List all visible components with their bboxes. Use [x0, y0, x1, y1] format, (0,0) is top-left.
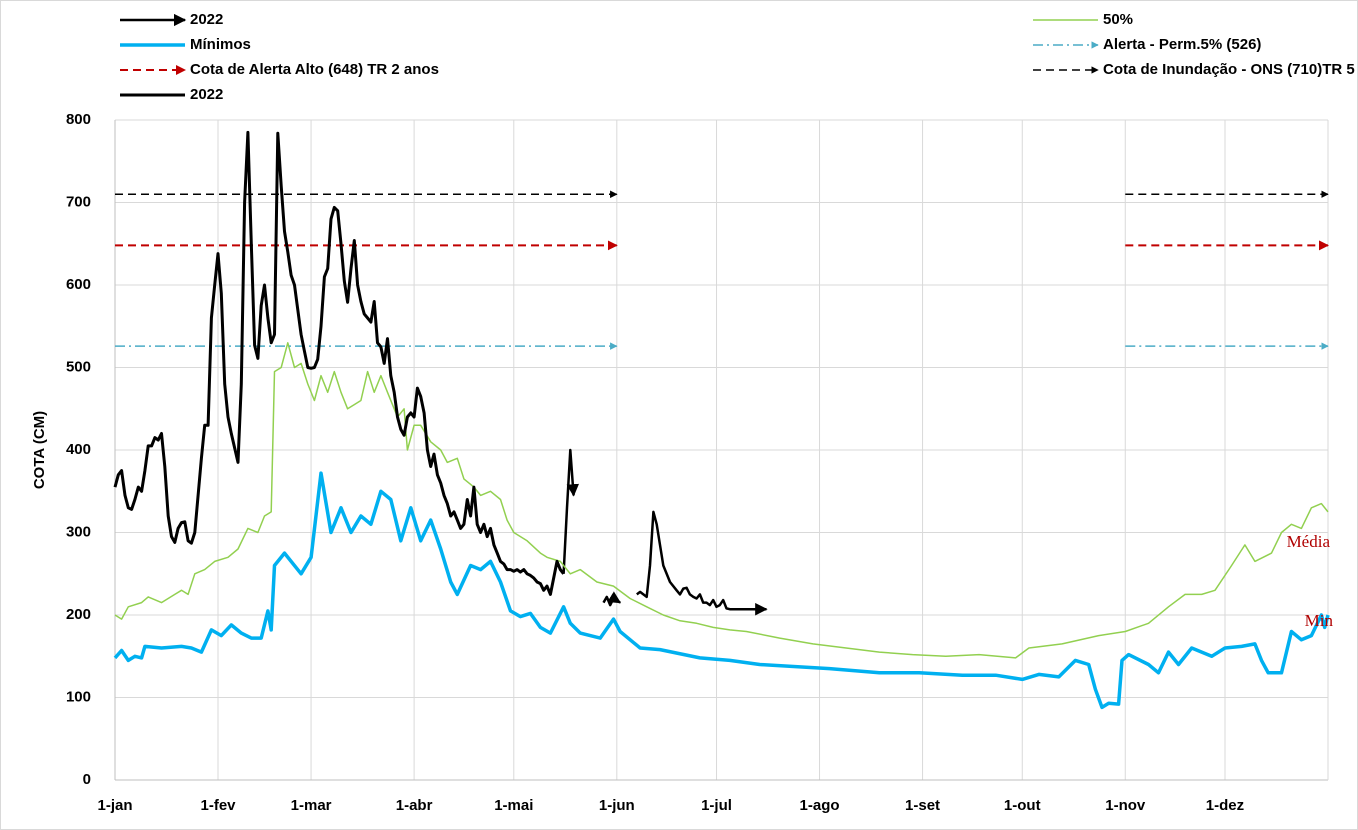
y-tick-label: 500	[66, 358, 91, 375]
y-tick-label: 700	[66, 193, 91, 210]
data-line	[113, 471, 1330, 710]
y-tick-label: 600	[66, 276, 91, 293]
legend-label: 50%	[1103, 11, 1133, 28]
series	[113, 130, 565, 596]
y-axis-label: COTA (CM)	[31, 411, 48, 489]
y-tick-label: 400	[66, 441, 91, 458]
x-tick-label: 1-fev	[201, 797, 237, 814]
y-tick-label: 200	[66, 606, 91, 623]
data-line	[602, 591, 622, 607]
legend-label: 2022	[190, 86, 223, 103]
x-tick-label: 1-mar	[291, 797, 332, 814]
x-tick-label: 1-dez	[1206, 797, 1244, 814]
x-tick-label: 1-nov	[1105, 797, 1146, 814]
x-tick-label: 1-jun	[599, 797, 635, 814]
x-tick-label: 1-set	[905, 797, 940, 814]
legend-label: Mínimos	[190, 36, 251, 53]
x-tick-label: 1-mai	[494, 797, 533, 814]
x-tick-label: 1-ago	[800, 797, 840, 814]
data-line	[114, 342, 1329, 659]
x-tick-label: 1-jul	[701, 797, 732, 814]
y-tick-label: 0	[83, 771, 91, 788]
legend-label: Alerta - Perm.5% (526)	[1103, 36, 1261, 53]
series	[562, 448, 768, 616]
x-tick-label: 1-out	[1004, 797, 1041, 814]
data-line	[113, 130, 565, 596]
x-tick-label: 1-jan	[97, 797, 132, 814]
annotation: Min	[1305, 611, 1334, 630]
data-line	[636, 510, 768, 616]
y-tick-label: 300	[66, 523, 91, 540]
y-tick-label: 100	[66, 688, 91, 705]
annotation: Média	[1287, 532, 1331, 551]
legend-label: Cota de Alerta Alto (648) TR 2 anos	[190, 61, 439, 78]
series	[113, 471, 1330, 710]
legend-label: Cota de Inundação - ONS (710)TR 5 anos	[1103, 61, 1358, 78]
legend-label: 2022	[190, 11, 223, 28]
series	[114, 342, 1329, 659]
data-line	[562, 448, 580, 574]
y-tick-label: 800	[66, 111, 91, 128]
x-tick-label: 1-abr	[396, 797, 433, 814]
